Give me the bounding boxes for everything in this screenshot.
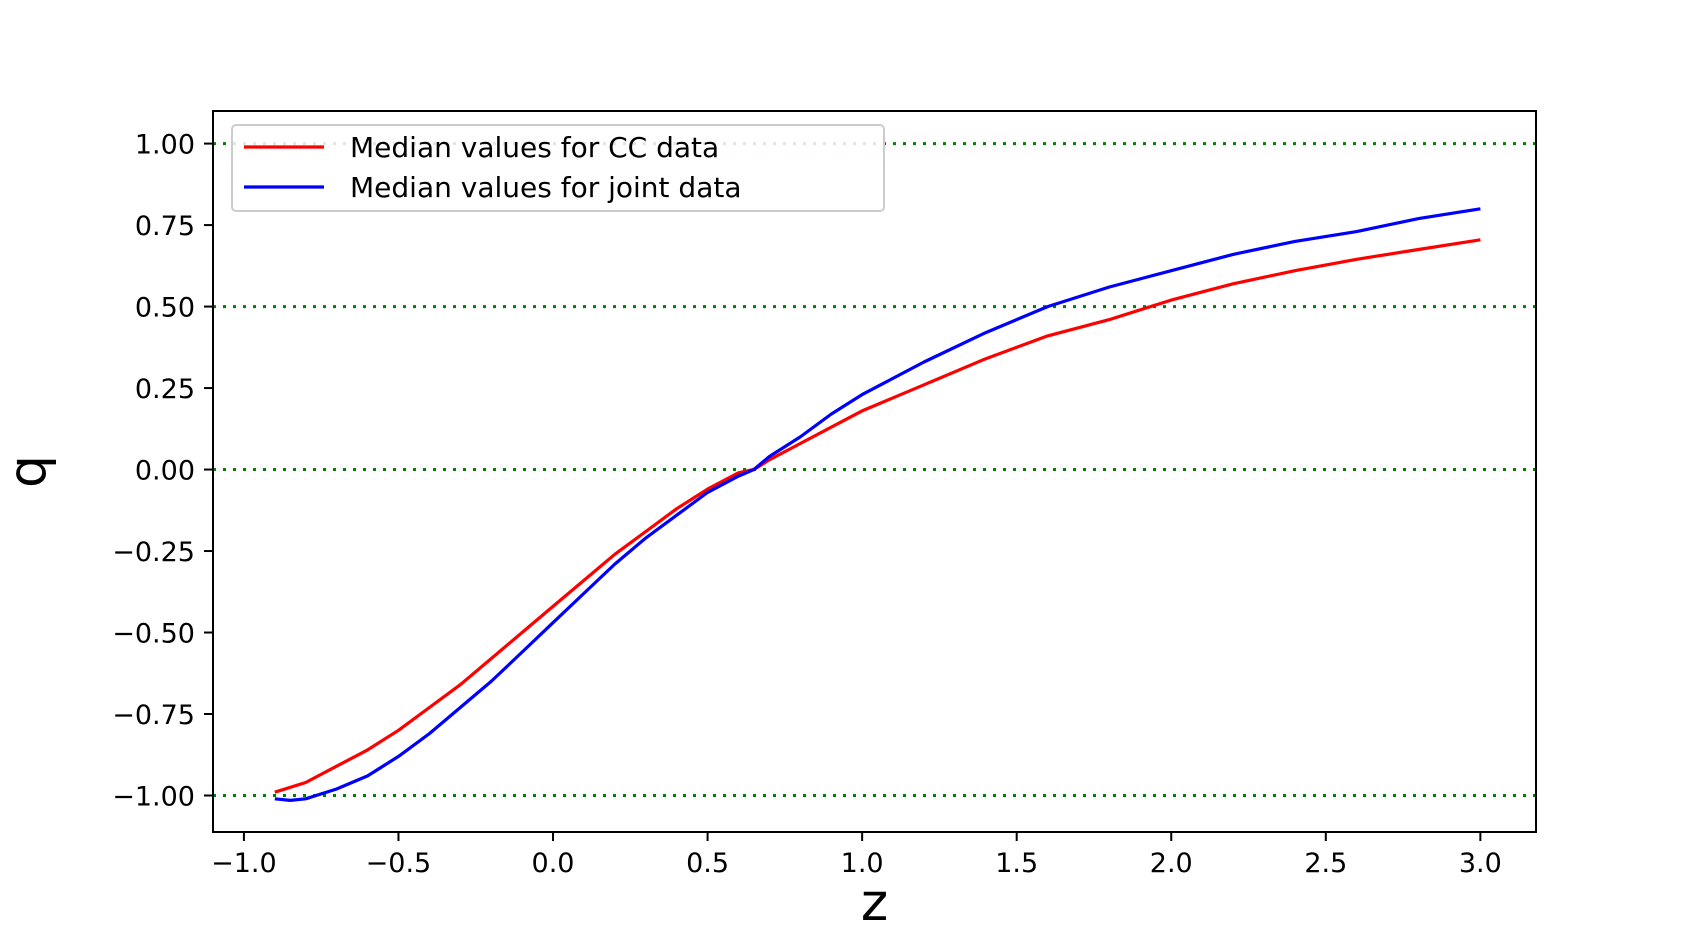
y-axis-label: q xyxy=(0,455,58,488)
x-tick-label: 1.5 xyxy=(995,848,1038,879)
x-tick-label: 0.0 xyxy=(532,848,575,879)
y-axis: 1.00 0.75 0.50 0.25 0.00 −0.25 −0.50 −0.75 −1.00 xyxy=(112,130,213,812)
legend-box xyxy=(231,124,885,212)
y-tick-label: −0.25 xyxy=(112,537,195,568)
x-tick-label: 2.0 xyxy=(1150,848,1193,879)
x-tick-label: −0.5 xyxy=(366,848,432,879)
x-tick-label: 3.0 xyxy=(1459,848,1502,879)
series-line-1 xyxy=(274,238,1481,794)
x-tick-label: 2.5 xyxy=(1304,848,1347,879)
x-tick-label: 0.5 xyxy=(686,848,729,879)
x-axis-label: z xyxy=(861,873,888,925)
legend-label-2: Median values for joint data xyxy=(350,171,742,204)
legend: Median values for CC data Median values f… xyxy=(231,124,885,212)
series-line-2 xyxy=(274,207,1481,802)
y-tick-label: 0.50 xyxy=(135,293,195,324)
legend-label-1: Median values for CC data xyxy=(350,131,719,164)
plot-frame xyxy=(212,110,1537,833)
series-lines xyxy=(274,207,1481,802)
y-tick-label: 1.00 xyxy=(135,130,195,161)
y-tick-label: 0.00 xyxy=(135,456,195,487)
reference-lines xyxy=(213,142,1536,797)
y-tick-label: −0.75 xyxy=(112,700,195,731)
y-tick-label: 0.25 xyxy=(135,374,195,405)
y-tick-label: −1.00 xyxy=(112,781,195,812)
y-tick-label: 0.75 xyxy=(135,211,195,242)
x-tick-label: −1.0 xyxy=(211,848,277,879)
x-axis: −1.0 −0.5 0.0 0.5 1.0 1.5 2.0 2.5 3.0 xyxy=(211,832,1502,879)
x-tick-label: 1.0 xyxy=(841,848,884,879)
y-tick-label: −0.50 xyxy=(112,619,195,650)
